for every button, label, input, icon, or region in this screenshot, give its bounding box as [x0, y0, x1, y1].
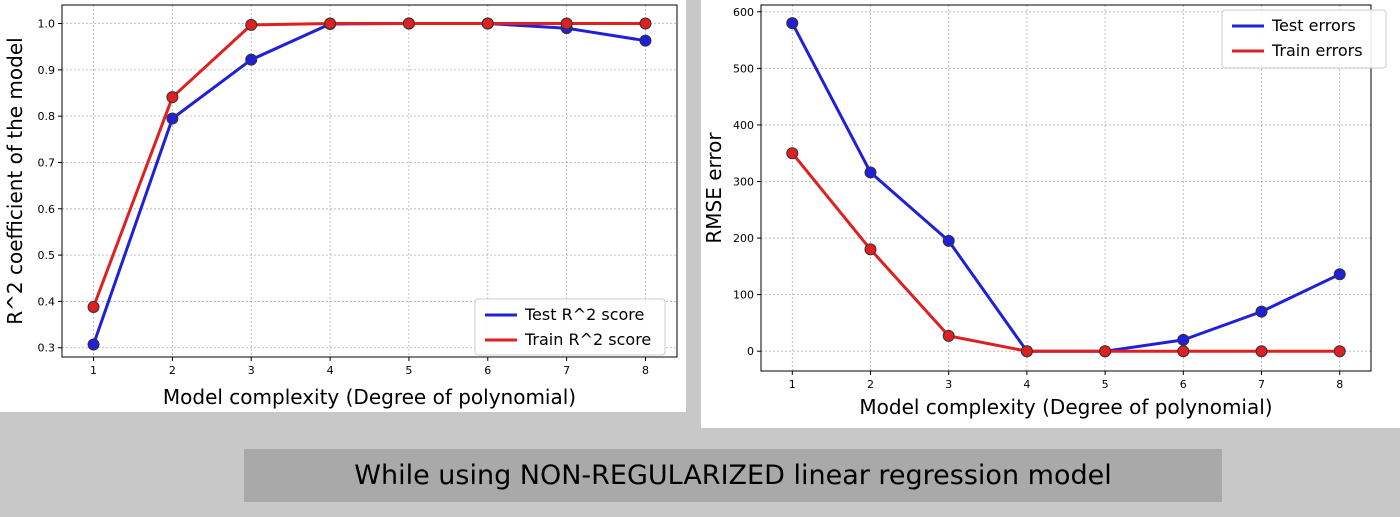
data-point	[1333, 268, 1346, 281]
x-tick-label: 4	[1023, 378, 1030, 391]
data-point	[1333, 345, 1346, 358]
x-tick-label: 1	[90, 364, 97, 377]
y-tick-label: 0.9	[38, 64, 56, 77]
y-tick-label: 0	[747, 345, 754, 358]
series-line	[791, 152, 1340, 353]
data-point	[245, 18, 258, 31]
rmse-chart-panel: 1 2 3 4 5 6 7 8 0 100 200 300 400 500 600 Model complex…	[701, 0, 1400, 428]
y-tick-label: 600	[733, 6, 754, 19]
x-tick-label: 5	[405, 364, 412, 377]
data-point	[786, 147, 799, 160]
x-tick-label: 2	[169, 364, 176, 377]
data-point	[481, 17, 494, 30]
x-tick-label: 7	[1258, 378, 1265, 391]
data-point	[166, 91, 179, 104]
data-point	[942, 329, 955, 342]
r2-chart: 1 2 3 4 5 6 7 8 0.3 0.4 0.5 0.6 0.7 0.8 0.9 1.0 Model co…	[3, 4, 678, 409]
x-tick-label: 5	[1102, 378, 1109, 391]
x-axis-label: Model complexity (Degree of polynomial)	[163, 385, 576, 409]
data-point	[166, 112, 179, 125]
r2-chart-panel: 1 2 3 4 5 6 7 8 0.3 0.4 0.5 0.6 0.7 0.8 0.9 1.0 Model co…	[0, 0, 686, 412]
legend-label: Test errors	[1271, 16, 1356, 35]
x-tick-label: 8	[642, 364, 649, 377]
plot-frame	[61, 4, 678, 358]
y-tick-label: 0.3	[38, 342, 56, 355]
y-tick-label: 0.7	[38, 156, 56, 169]
y-tick-label: 0.6	[38, 203, 56, 216]
y-tick-label: 500	[733, 62, 754, 75]
plot-frame	[760, 4, 1372, 372]
series-line	[790, 22, 1341, 353]
x-tick-label: 8	[1336, 378, 1343, 391]
x-tick-label: 1	[789, 378, 796, 391]
data-point	[402, 17, 415, 30]
y-tick-label: 0.8	[38, 110, 56, 123]
x-tick-label: 6	[484, 364, 491, 377]
data-point	[1177, 345, 1190, 358]
x-tick-label: 2	[867, 378, 874, 391]
data-point	[1020, 345, 1033, 358]
data-point	[1255, 345, 1268, 358]
data-point	[87, 338, 100, 351]
data-point	[87, 300, 100, 313]
data-point	[864, 243, 877, 256]
data-point	[942, 234, 955, 247]
y-tick-label: 300	[733, 175, 754, 188]
x-tick-label: 6	[1180, 378, 1187, 391]
x-tick-label: 3	[248, 364, 255, 377]
x-tick-label: 7	[563, 364, 570, 377]
x-tick-label: 4	[327, 364, 334, 377]
data-point	[786, 17, 799, 30]
data-point	[245, 53, 258, 66]
y-tick-label: 100	[733, 289, 754, 302]
x-tick-label: 3	[945, 378, 952, 391]
x-axis-label: Model complexity (Degree of polynomial)	[859, 395, 1272, 419]
y-tick-label: 0.5	[38, 249, 56, 262]
data-point	[1099, 345, 1112, 358]
y-tick-label: 200	[733, 232, 754, 245]
caption-text: While using NON-REGULARIZED linear regre…	[354, 460, 1112, 491]
y-tick-label: 1.0	[38, 18, 56, 31]
data-point	[639, 34, 652, 47]
data-point	[324, 17, 337, 30]
series-line	[92, 22, 646, 345]
data-point	[1255, 305, 1268, 318]
legend-box	[474, 298, 666, 356]
caption-banner: While using NON-REGULARIZED linear regre…	[244, 449, 1222, 502]
series-line	[92, 22, 646, 308]
y-tick-label: 400	[733, 119, 754, 132]
data-point	[639, 17, 652, 30]
legend-label: Test R^2 score	[524, 305, 644, 324]
data-point	[1177, 333, 1190, 346]
y-tick-label: 0.4	[38, 295, 56, 308]
y-axis-label: R^2 coefficient of the model	[3, 37, 27, 324]
legend-label: Train R^2 score	[524, 330, 651, 349]
legend-label: Train errors	[1271, 41, 1363, 60]
data-point	[864, 166, 877, 179]
y-axis-label: RMSE error	[702, 132, 726, 244]
data-point	[560, 17, 573, 30]
rmse-chart: 1 2 3 4 5 6 7 8 0 100 200 300 400 500 600 Model complex…	[702, 4, 1387, 419]
